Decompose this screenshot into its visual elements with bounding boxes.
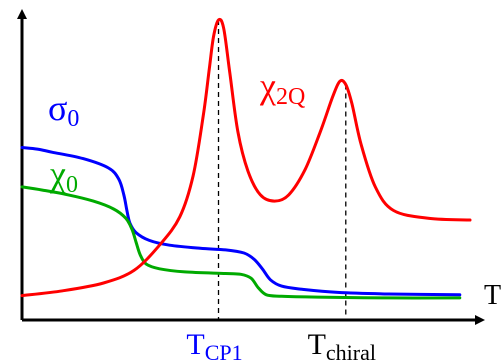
marker-label-cp1-sub: CP1 <box>205 340 243 364</box>
series-label-chi2q-sub: 2Q <box>276 84 305 110</box>
series-label-chi2q: χ2Q <box>259 66 305 110</box>
marker-label-cp1: TCP1 <box>186 328 242 364</box>
markers: TCP1 Tchiral <box>186 20 376 364</box>
marker-label-cp1-main: T <box>186 328 204 361</box>
x-axis-label: T <box>484 280 501 311</box>
marker-label-chiral-main: T <box>308 328 326 361</box>
series-label-chi0: χ0 <box>49 154 78 198</box>
series-label-chi2q-main: χ <box>259 66 276 106</box>
series-label-sigma0: σ0 <box>48 88 79 132</box>
marker-label-chiral: Tchiral <box>308 328 376 364</box>
series-line-0-0 <box>20 146 462 297</box>
series-label-sigma0-sub: 0 <box>67 106 79 132</box>
series-line-2q-2 <box>20 17 472 298</box>
series-label-sigma0-main: σ <box>48 88 67 128</box>
series-line-0-1 <box>20 185 462 300</box>
axes: T <box>17 9 501 325</box>
series-label-chi0-sub: 0 <box>66 172 78 198</box>
marker-label-chiral-sub: chiral <box>326 340 376 364</box>
series-label-chi0-main: χ <box>49 154 66 194</box>
series <box>20 17 472 300</box>
